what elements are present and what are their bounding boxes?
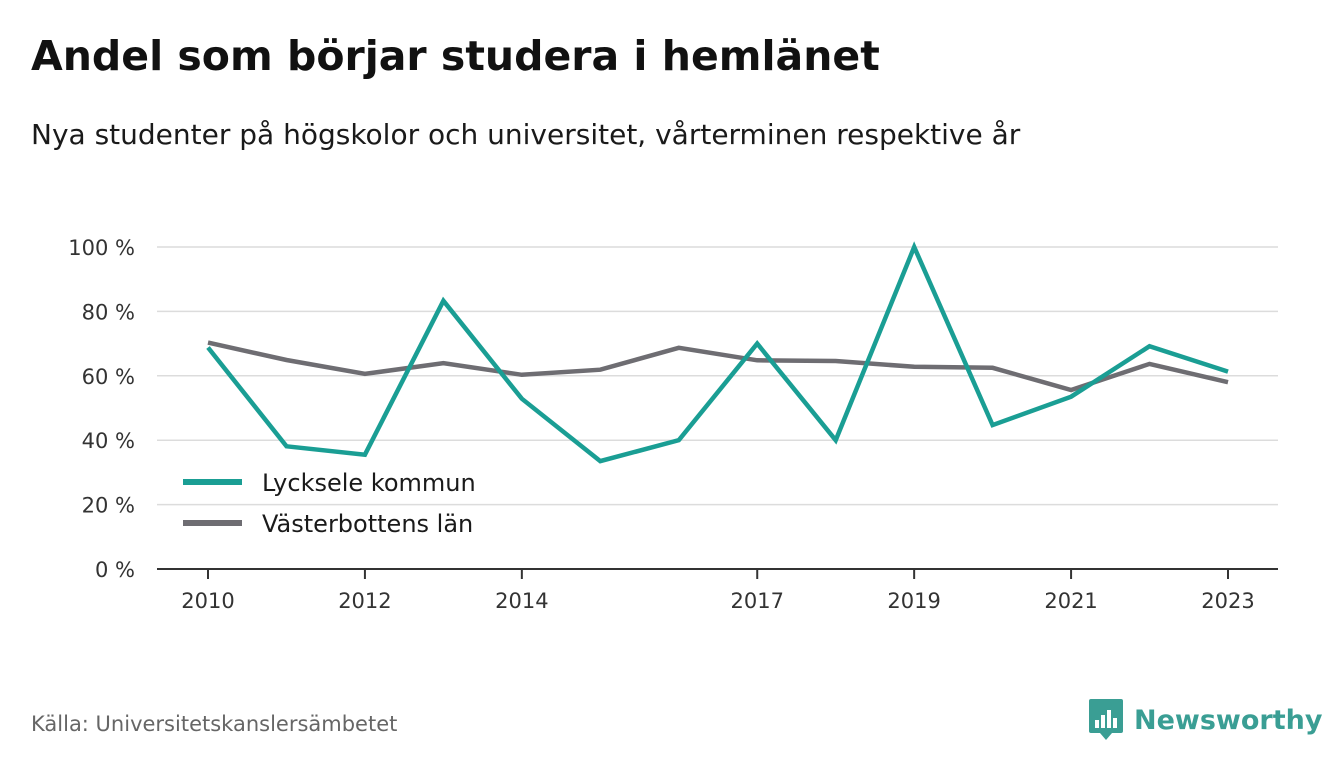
legend-label: Lycksele kommun [262,469,476,497]
y-tick-label: 40 % [82,429,135,453]
brand-name: Newsworthy [1134,704,1323,736]
x-tick-label: 2023 [1201,589,1254,613]
y-tick-label: 0 % [95,558,135,582]
chart-title: Andel som börjar studera i hemlänet [31,32,880,80]
legend-label: Västerbottens län [262,510,473,538]
y-tick-label: 60 % [82,365,135,389]
series-line-vasterbottens-lan [207,340,1229,393]
x-tick-label: 2014 [495,589,548,613]
series-line-lycksele-kommun [206,241,1229,464]
newsworthy-logo-icon [1089,699,1123,740]
line-chart: 0 % 20 % 40 % 60 % 80 % 100 % 2010 2012 2014 2017… [68,236,1278,613]
x-tick-label: 2021 [1044,589,1097,613]
y-tick-label: 20 % [82,494,135,518]
x-tick-label: 2019 [887,589,940,613]
x-tick-label: 2010 [181,589,234,613]
source-note: Källa: Universitetskanslersämbetet [31,712,398,736]
brand-logo[interactable]: Newsworthy [1088,698,1322,742]
chart-subtitle: Nya studenter på högskolor och universit… [31,118,1021,151]
x-tick-label: 2012 [338,589,391,613]
x-tick-label: 2017 [731,589,784,613]
y-tick-label: 100 % [68,236,135,260]
y-tick-label: 80 % [82,300,135,324]
